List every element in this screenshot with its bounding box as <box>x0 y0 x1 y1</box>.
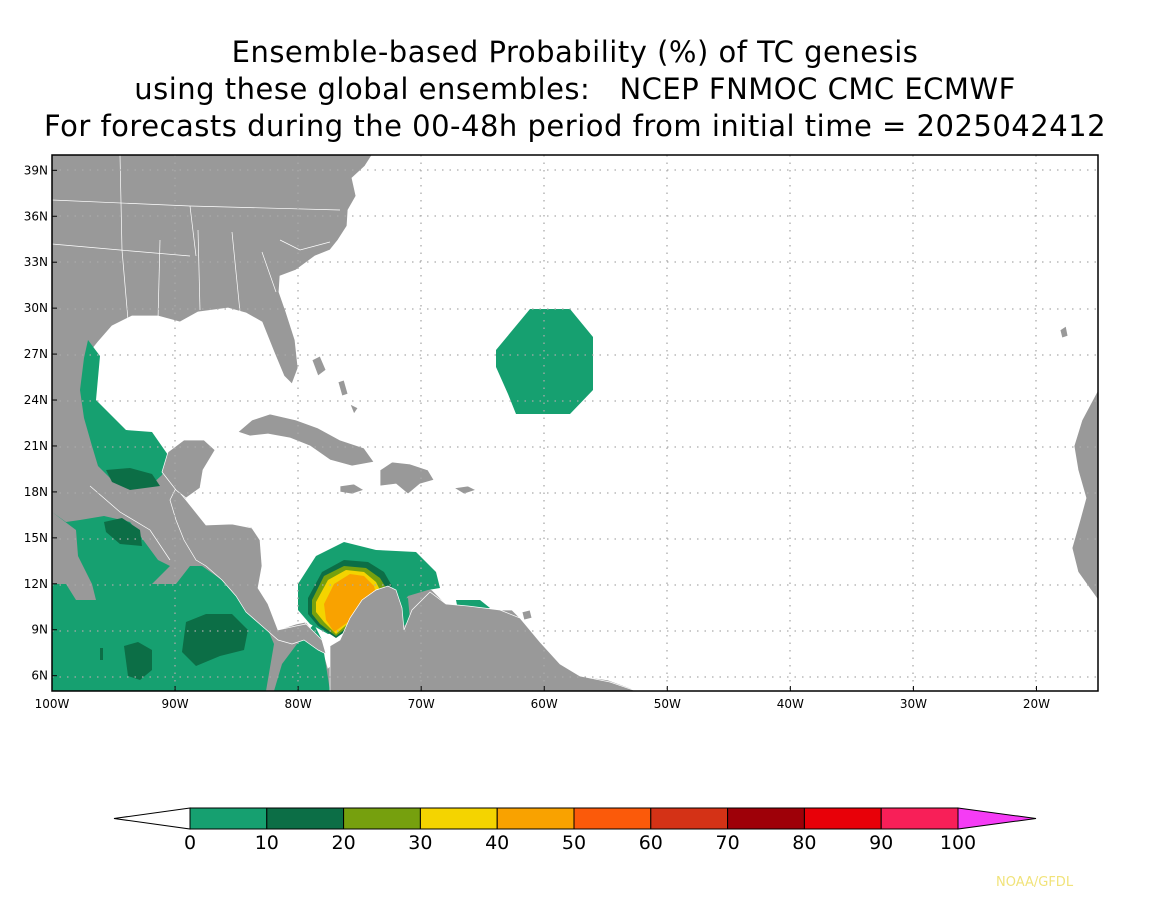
colorbar: 0 10 20 30 40 50 60 70 80 90 100 <box>113 807 1037 854</box>
lat-tick-label: 15N <box>24 531 48 545</box>
colorbar-label: 60 <box>639 832 663 854</box>
lon-tick-label: 30W <box>900 697 927 711</box>
colorbar-box <box>419 807 498 830</box>
probability-contours <box>52 309 593 691</box>
colorbar-label: 90 <box>869 832 893 854</box>
colorbar-label: 20 <box>332 832 356 854</box>
prob-0-10-gulf-mexico-coast <box>80 340 168 488</box>
central-america-overlay <box>169 487 327 655</box>
prob-10-20-pacific-offshore-c <box>100 648 103 660</box>
colorbar-box <box>880 807 959 830</box>
credit-label: NOAA/GFDL <box>996 875 1074 890</box>
colorbar-box <box>650 807 729 830</box>
land-overlay <box>161 439 637 691</box>
lat-tick-label: 12N <box>24 577 48 591</box>
lat-tick-label: 30N <box>24 301 48 315</box>
map-frame <box>51 154 1099 692</box>
colorbar-under-triangle <box>113 807 191 830</box>
africa-land <box>1071 389 1098 601</box>
lon-tick-label: 50W <box>654 697 681 711</box>
jamaica-land <box>339 483 365 495</box>
title-line-2: using these global ensembles: NCEP FNMOC… <box>134 72 1016 106</box>
map-panel <box>52 155 1098 691</box>
colorbar-label: 30 <box>408 832 432 854</box>
colorbar-label: 0 <box>184 832 196 854</box>
colorbar-label: 80 <box>792 832 816 854</box>
colorbar-box <box>496 807 575 830</box>
puerto-rico-land <box>452 485 478 495</box>
colorbar-label: 40 <box>485 832 509 854</box>
prob-40-50-southern-caribbean <box>324 574 376 632</box>
lat-tick-label: 9N <box>31 623 48 637</box>
canary-island-land <box>1059 325 1069 339</box>
lat-tick-label: 18N <box>24 485 48 499</box>
colorbar-label: 70 <box>716 832 740 854</box>
colorbar-box <box>573 807 652 830</box>
lon-tick-label: 90W <box>161 697 188 711</box>
lat-tick-label: 21N <box>24 439 48 453</box>
colorbar-box <box>189 807 268 830</box>
map-title: Ensemble-based Probability (%) of TC gen… <box>0 34 1150 145</box>
colorbar-label: 100 <box>940 832 976 854</box>
cuba-land <box>237 413 375 467</box>
colorbar-over-triangle <box>957 807 1037 830</box>
colorbar-boxes <box>189 807 959 830</box>
lon-tick-label: 60W <box>531 697 558 711</box>
colorbar-label: 10 <box>255 832 279 854</box>
latitude-axis: 39N 36N 33N 30N 27N 24N 21N 18N 15N 12N 9N 6N <box>24 163 57 683</box>
colorbar-box <box>727 807 805 830</box>
prob-10-20-pacific-offshore-b <box>124 642 152 680</box>
bahamas-land <box>311 355 359 415</box>
prob-0-10-central-atlantic <box>496 309 593 414</box>
lon-tick-label: 80W <box>285 697 312 711</box>
colorbar-box <box>266 807 345 830</box>
prob-10-20-pacific-offshore-a <box>182 614 248 666</box>
lat-tick-label: 6N <box>31 669 48 683</box>
lat-tick-label: 39N <box>24 163 48 177</box>
lat-tick-label: 24N <box>24 393 48 407</box>
trinidad-land <box>521 609 533 621</box>
lon-tick-label: 70W <box>408 697 435 711</box>
title-line-1: Ensemble-based Probability (%) of TC gen… <box>231 35 919 69</box>
lat-tick-label: 27N <box>24 347 48 361</box>
longitude-axis: 100W 90W 80W 70W 60W 50W 40W 30W 20W <box>35 686 1050 711</box>
lon-tick-label: 20W <box>1023 697 1050 711</box>
south-america-overlay <box>329 585 637 691</box>
lat-tick-label: 36N <box>24 209 48 223</box>
colorbar-label: 50 <box>562 832 586 854</box>
lon-tick-label: 100W <box>35 697 70 711</box>
colorbar-box <box>343 807 421 830</box>
prob-10-20-bay-of-campeche <box>106 468 160 490</box>
title-line-3: For forecasts during the 00-48h period f… <box>43 109 1107 143</box>
lat-tick-label: 33N <box>24 255 48 269</box>
lon-tick-label: 40W <box>777 697 804 711</box>
prob-10-20-gulf-of-tehuantepec <box>104 518 142 546</box>
yucatan-overlay <box>161 439 216 499</box>
colorbar-box <box>803 807 882 830</box>
colorbar-labels: 0 10 20 30 40 50 60 70 80 90 100 <box>184 832 976 854</box>
